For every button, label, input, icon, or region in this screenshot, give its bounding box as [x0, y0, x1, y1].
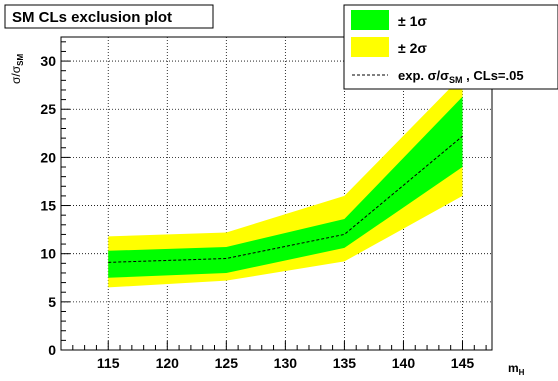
x-axis-label: mH	[508, 361, 525, 377]
y-axis-label-main: σ/σ	[9, 65, 23, 84]
y-tick-label: 5	[48, 294, 56, 310]
y-axis-label-sub: SM	[16, 54, 25, 66]
y-tick-label: 0	[48, 342, 56, 358]
legend: ± 1σ ± 2σ exp. σ/σSM , CLs=.05	[343, 4, 558, 90]
bands	[108, 75, 463, 288]
x-axis-label-main: m	[508, 361, 519, 375]
x-tick-label: 130	[274, 355, 298, 371]
y-tick-label: 20	[40, 149, 56, 165]
legend-expected-sub: SM	[449, 75, 463, 85]
legend-label-two-sigma: ± 2σ	[398, 40, 427, 56]
legend-expected-tail: , CLs=.05	[463, 68, 524, 83]
x-tick-label: 125	[215, 355, 239, 371]
band-one-sigma	[108, 96, 463, 278]
y-tick-label: 15	[40, 198, 56, 214]
x-axis-label-sub: H	[519, 368, 525, 377]
x-tick-label: 145	[451, 355, 475, 371]
x-tick-label: 120	[156, 355, 180, 371]
band-two-sigma	[108, 75, 463, 288]
legend-expected-main: exp. σ/σ	[398, 68, 449, 83]
y-tick-label: 10	[40, 246, 56, 262]
chart-title: SM CLs exclusion plot	[12, 9, 172, 26]
legend-swatch-one-sigma	[351, 10, 389, 30]
legend-swatch-two-sigma	[351, 37, 389, 57]
legend-label-one-sigma: ± 1σ	[398, 13, 427, 29]
axes: 115 120 125 130 135 140 145 0 5 10 15 20 25 30	[40, 41, 487, 371]
x-tick-label: 140	[392, 355, 416, 371]
x-tick-label: 115	[97, 355, 120, 371]
y-axis-label: σ/σSM	[9, 54, 25, 84]
y-tick-label: 30	[40, 53, 56, 69]
y-tick-label: 25	[40, 101, 56, 117]
expected-line	[108, 135, 463, 263]
title-box	[4, 4, 214, 29]
legend-label-expected: exp. σ/σSM , CLs=.05	[398, 68, 524, 85]
plot-frame	[60, 36, 493, 351]
x-tick-label: 135	[333, 355, 357, 371]
